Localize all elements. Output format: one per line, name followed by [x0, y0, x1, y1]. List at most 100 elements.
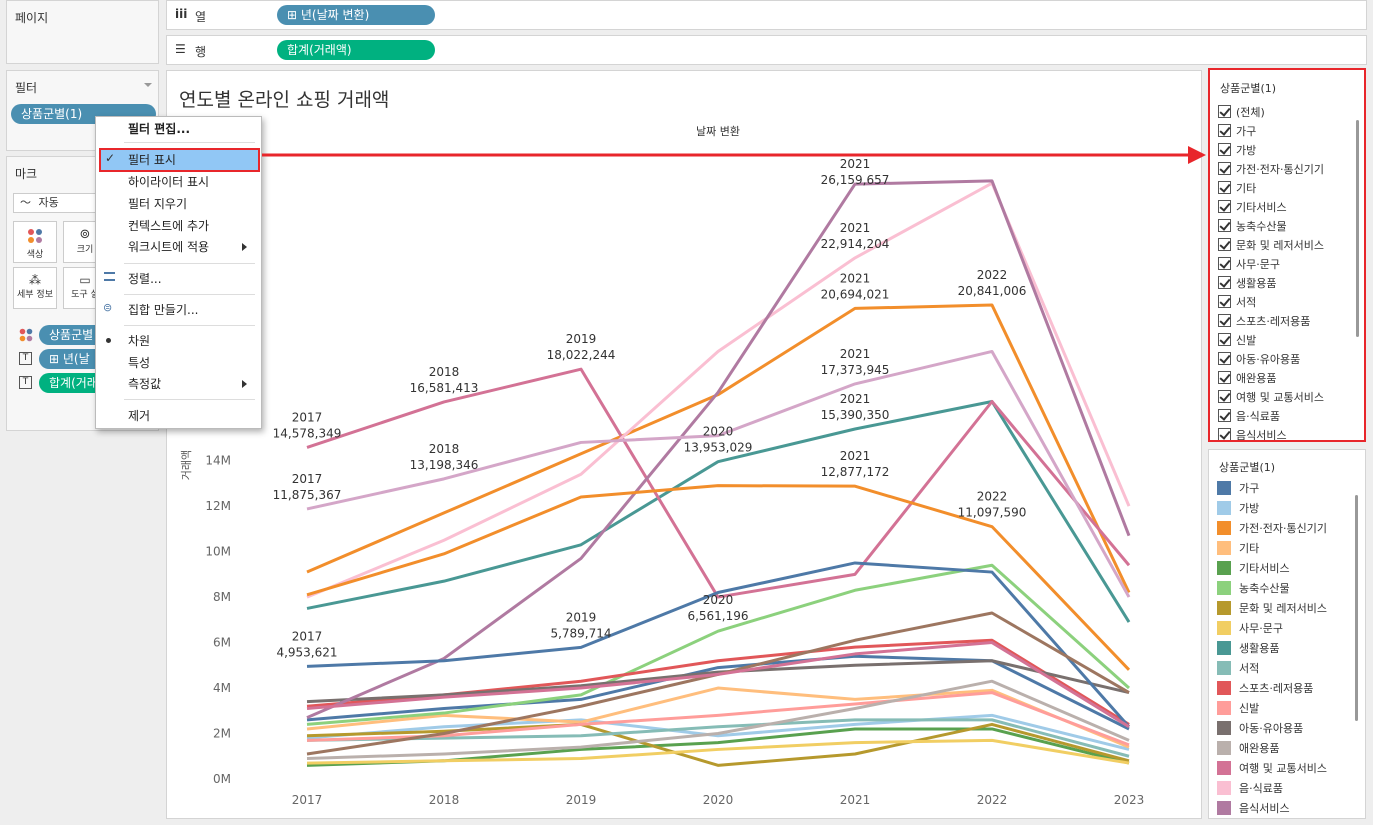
legend-item[interactable]: 아동·유아용품	[1217, 720, 1303, 738]
data-label-year: 2017	[292, 472, 323, 486]
filter-option[interactable]: 기타	[1218, 180, 1256, 198]
data-label-year: 2020	[703, 593, 734, 607]
filters-dropdown-icon[interactable]	[144, 83, 152, 87]
legend-item[interactable]: 생활용품	[1217, 640, 1279, 658]
legend-item[interactable]: 기타서비스	[1217, 560, 1290, 578]
legend-item[interactable]: 가전·전자·통신기기	[1217, 520, 1327, 538]
legend-item[interactable]: 음·식료품	[1217, 780, 1283, 798]
column-header: 날짜 변환	[696, 125, 740, 138]
menu-add-to-context[interactable]: 컨텍스트에 추가	[128, 219, 210, 233]
menu-measure[interactable]: 측정값	[128, 377, 162, 391]
filter-option[interactable]: 가전·전자·통신기기	[1218, 161, 1324, 179]
checkbox-checked-icon[interactable]	[1218, 105, 1231, 118]
filter-option[interactable]: 음식서비스	[1218, 427, 1287, 440]
filter-option[interactable]: 애완용품	[1218, 370, 1276, 388]
checkbox-checked-icon[interactable]	[1218, 124, 1231, 137]
checkbox-checked-icon[interactable]	[1218, 371, 1231, 384]
checkbox-checked-icon[interactable]	[1218, 352, 1231, 365]
checkbox-checked-icon[interactable]	[1218, 162, 1231, 175]
chart-svg: 날짜 변환 거래액 0M 2M 4M 6M 8M 10M 12M 14M 2017 2018 201…	[180, 125, 1144, 807]
legend-swatch	[1217, 681, 1231, 695]
filter-option-label: 가전·전자·통신기기	[1236, 163, 1324, 176]
columns-shelf[interactable]: iii 열 ⊞ 년(날짜 변환)	[166, 0, 1367, 30]
color-button[interactable]: 색상	[13, 221, 57, 263]
data-label-value: 13,198,346	[410, 458, 479, 472]
menu-edit-filter[interactable]: 필터 편집...	[128, 122, 191, 136]
filter-option[interactable]: 여행 및 교통서비스	[1218, 389, 1324, 407]
filter-option[interactable]: (전체)	[1218, 104, 1265, 122]
data-label-value: 11,097,590	[958, 506, 1027, 520]
data-label-year: 2022	[977, 490, 1008, 504]
menu-show-filter[interactable]: 필터 표시	[128, 153, 176, 167]
checkbox-checked-icon[interactable]	[1218, 181, 1231, 194]
legend-item[interactable]: 가방	[1217, 500, 1259, 518]
legend-item[interactable]: 애완용품	[1217, 740, 1279, 758]
menu-clear-filter[interactable]: 필터 지우기	[128, 197, 188, 211]
menu-apply-to-worksheets[interactable]: 워크시트에 적용	[128, 240, 210, 254]
legend-label: 음식서비스	[1239, 802, 1290, 815]
legend-label: 아동·유아용품	[1239, 722, 1304, 735]
checkbox-checked-icon[interactable]	[1218, 238, 1231, 251]
series-line	[306, 691, 1130, 747]
checkbox-checked-icon[interactable]	[1218, 200, 1231, 213]
legend-item[interactable]: 문화 및 레저서비스	[1217, 600, 1327, 618]
filter-option[interactable]: 가방	[1218, 142, 1256, 160]
mark-type-value: 자동	[38, 196, 59, 209]
menu-show-highlighter[interactable]: 하이라이터 표시	[128, 175, 210, 189]
checkbox-checked-icon[interactable]	[1218, 409, 1231, 422]
legend-swatch	[1217, 641, 1231, 655]
menu-attribute[interactable]: 특성	[128, 356, 151, 370]
filter-option[interactable]: 스포츠·레저용품	[1218, 313, 1310, 331]
columns-pill[interactable]: ⊞ 년(날짜 변환)	[277, 5, 435, 25]
filter-option[interactable]: 음·식료품	[1218, 408, 1280, 426]
legend-label: 사무·문구	[1239, 622, 1283, 635]
submenu-arrow-icon	[242, 243, 247, 251]
legend-item[interactable]: 사무·문구	[1217, 620, 1283, 638]
checkbox-checked-icon[interactable]	[1218, 219, 1231, 232]
checkbox-checked-icon[interactable]	[1218, 333, 1231, 346]
checkbox-checked-icon[interactable]	[1218, 276, 1231, 289]
legend-label: 서적	[1239, 662, 1260, 675]
menu-remove[interactable]: 제거	[128, 409, 151, 423]
filter-option-label: (전체)	[1236, 106, 1265, 119]
filter-option[interactable]: 서적	[1218, 294, 1256, 312]
data-label-year: 2018	[429, 365, 460, 379]
data-label-value: 26,159,657	[821, 173, 890, 187]
filter-option[interactable]: 사무·문구	[1218, 256, 1280, 274]
checkbox-checked-icon[interactable]	[1218, 143, 1231, 156]
tooltip-button-label: 도구 설	[71, 290, 99, 300]
checkbox-checked-icon[interactable]	[1218, 428, 1231, 440]
data-label-value: 6,561,196	[687, 609, 748, 623]
filter-option[interactable]: 생활용품	[1218, 275, 1276, 293]
legend-label: 스포츠·레저용품	[1239, 682, 1314, 695]
menu-sort[interactable]: 정렬...	[128, 272, 162, 286]
rows-pill[interactable]: 합계(거래액)	[277, 40, 435, 60]
filter-option[interactable]: 농축수산물	[1218, 218, 1287, 236]
legend-item[interactable]: 음식서비스	[1217, 800, 1290, 818]
checkbox-checked-icon[interactable]	[1218, 390, 1231, 403]
checkbox-checked-icon[interactable]	[1218, 257, 1231, 270]
legend-item[interactable]: 스포츠·레저용품	[1217, 680, 1313, 698]
data-label-year: 2017	[292, 410, 323, 424]
filter-scrollbar[interactable]	[1356, 120, 1359, 337]
filter-option[interactable]: 신발	[1218, 332, 1256, 350]
legend-item[interactable]: 농축수산물	[1217, 580, 1290, 598]
checkbox-checked-icon[interactable]	[1218, 295, 1231, 308]
filter-option[interactable]: 기타서비스	[1218, 199, 1287, 217]
rows-shelf[interactable]: ☰ 행 합계(거래액)	[166, 35, 1367, 65]
detail-button[interactable]: ⁂ 세부 정보	[13, 267, 57, 309]
x-tick-label: 2019	[566, 793, 597, 807]
filter-option[interactable]: 아동·유아용품	[1218, 351, 1300, 369]
legend-item[interactable]: 기타	[1217, 540, 1259, 558]
legend-item[interactable]: 서적	[1217, 660, 1259, 678]
menu-create-set[interactable]: 집합 만들기...	[128, 303, 199, 317]
legend-item[interactable]: 신발	[1217, 700, 1259, 718]
filter-option[interactable]: 가구	[1218, 123, 1256, 141]
legend-label: 농축수산물	[1239, 582, 1290, 595]
legend-scrollbar[interactable]	[1355, 495, 1358, 721]
checkbox-checked-icon[interactable]	[1218, 314, 1231, 327]
legend-item[interactable]: 가구	[1217, 480, 1259, 498]
filter-option[interactable]: 문화 및 레저서비스	[1218, 237, 1324, 255]
legend-item[interactable]: 여행 및 교통서비스	[1217, 760, 1327, 778]
menu-dimension[interactable]: 차원	[128, 334, 151, 348]
